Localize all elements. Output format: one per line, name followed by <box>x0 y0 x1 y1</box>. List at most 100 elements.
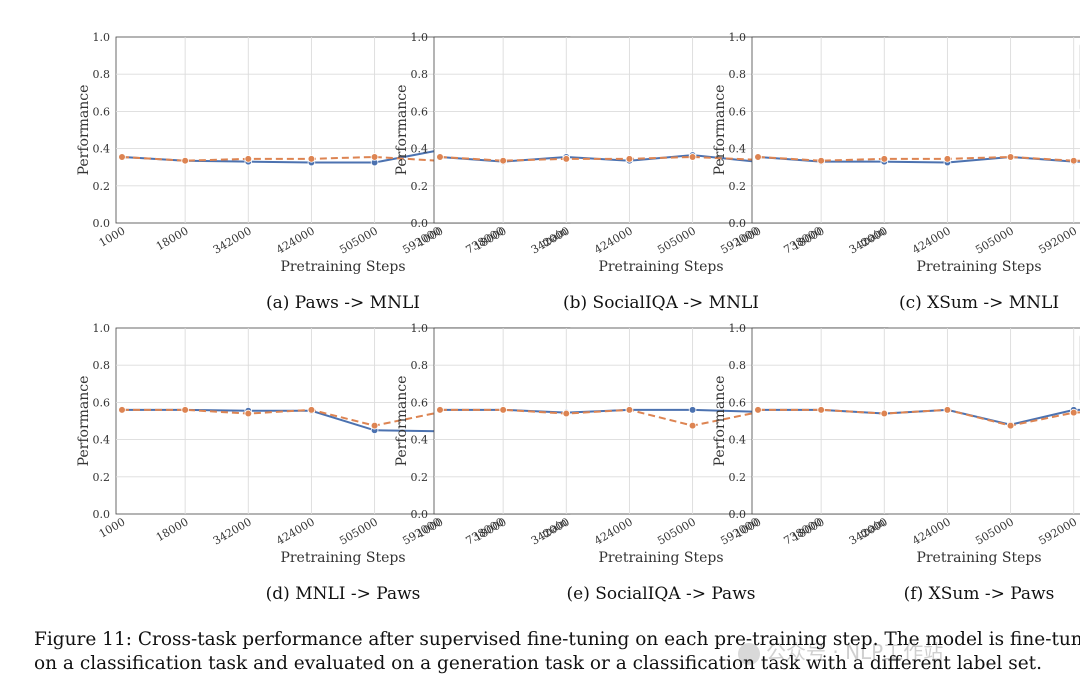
plot-area <box>751 36 1080 224</box>
y-tick-label: 0.4 <box>411 434 429 447</box>
x-tick-label: 18000 <box>790 515 827 544</box>
data-point <box>499 156 507 165</box>
x-tick-label: 342000 <box>211 224 254 256</box>
y-tick-label: 0.8 <box>729 359 747 372</box>
x-tick-label: 342000 <box>529 224 572 256</box>
y-tick-label: 0.0 <box>411 508 429 521</box>
y-tick-label: 0.6 <box>411 105 429 118</box>
y-tick-label: 0.2 <box>729 180 747 193</box>
data-point <box>943 155 952 163</box>
data-point <box>943 406 952 414</box>
x-axis-label: Pretraining Steps <box>598 259 723 275</box>
data-point <box>880 155 889 163</box>
y-axis-label: Performance <box>712 376 728 467</box>
x-axis-label: Pretraining Steps <box>280 259 405 275</box>
data-point <box>625 155 634 163</box>
y-tick-label: 0.6 <box>729 105 747 118</box>
y-tick-label: 1.0 <box>411 322 429 335</box>
y-tick-label: 0.2 <box>729 471 747 484</box>
data-point <box>562 155 571 163</box>
y-tick-label: 0.0 <box>93 508 111 521</box>
y-tick-label: 0.4 <box>411 143 429 156</box>
x-tick-label: 592000 <box>1036 515 1079 547</box>
y-tick-label: 0.6 <box>93 396 111 409</box>
y-tick-label: 0.8 <box>729 68 747 81</box>
data-point <box>499 406 507 414</box>
subplot-caption: (f) XSum -> Paws <box>904 584 1055 604</box>
subplot-caption: (c) XSum -> MNLI <box>899 293 1059 313</box>
y-tick-label: 0.6 <box>93 105 111 118</box>
x-tick-label: 505000 <box>337 515 380 547</box>
x-tick-label: 424000 <box>592 224 635 256</box>
x-tick-label: 505000 <box>973 515 1016 547</box>
x-tick-label: 424000 <box>910 224 953 256</box>
y-tick-label: 0.8 <box>411 68 429 81</box>
data-point <box>562 409 571 418</box>
watermark: 公众号 · NLP工作站 <box>738 636 1058 665</box>
x-tick-label: 424000 <box>274 515 317 547</box>
x-tick-label: 505000 <box>973 224 1016 256</box>
y-tick-label: 0.4 <box>729 434 747 447</box>
y-axis-label: Performance <box>394 376 410 467</box>
x-tick-label: 505000 <box>655 515 698 547</box>
subplot-caption: (e) SocialIQA -> Paws <box>567 584 756 604</box>
y-tick-label: 1.0 <box>411 31 429 44</box>
wechat-icon <box>738 642 760 665</box>
y-tick-label: 0.2 <box>411 471 429 484</box>
y-tick-label: 0.2 <box>93 471 111 484</box>
y-tick-label: 0.4 <box>93 434 111 447</box>
x-tick-label: 18000 <box>472 224 509 253</box>
y-tick-label: 0.0 <box>93 217 111 230</box>
data-point <box>688 421 697 430</box>
x-axis-label: Pretraining Steps <box>598 550 723 566</box>
y-tick-label: 0.0 <box>729 508 747 521</box>
data-point <box>244 155 253 163</box>
x-tick-label: 424000 <box>910 515 953 547</box>
data-point <box>118 153 126 161</box>
data-point <box>625 406 634 414</box>
x-tick-label: 424000 <box>274 224 317 256</box>
y-tick-label: 0.8 <box>93 68 111 81</box>
data-point <box>181 156 189 165</box>
caption-line-2: on a classification task and evaluated o… <box>34 653 1042 674</box>
y-axis-label: Performance <box>712 85 728 176</box>
y-tick-label: 0.4 <box>729 143 747 156</box>
data-point <box>1006 421 1015 430</box>
x-tick-label: 18000 <box>154 224 191 253</box>
series-line-base <box>122 408 564 427</box>
y-tick-label: 0.8 <box>93 359 111 372</box>
data-point <box>118 406 126 414</box>
y-tick-label: 0.2 <box>93 180 111 193</box>
x-tick-label: 342000 <box>529 515 572 547</box>
data-point <box>181 406 189 414</box>
data-point <box>307 155 316 163</box>
figure-caption: Figure 11: Cross-task performance after … <box>34 628 1080 676</box>
x-axis-label: Pretraining Steps <box>916 259 1041 275</box>
subplot-caption: (b) SocialIQA -> MNLI <box>563 293 759 313</box>
x-tick-label: 505000 <box>337 224 380 256</box>
x-axis-label: Pretraining Steps <box>280 550 405 566</box>
data-point <box>817 156 825 165</box>
y-tick-label: 1.0 <box>93 322 111 335</box>
x-tick-label: 592000 <box>1036 224 1079 256</box>
y-tick-label: 1.0 <box>93 31 111 44</box>
y-tick-label: 0.0 <box>411 217 429 230</box>
x-tick-label: 342000 <box>211 515 254 547</box>
x-tick-label: 18000 <box>472 515 509 544</box>
data-point <box>370 153 379 161</box>
subplot-caption: (a) Paws -> MNLI <box>266 293 420 313</box>
y-tick-label: 1.0 <box>729 322 747 335</box>
x-tick-label: 424000 <box>592 515 635 547</box>
y-tick-label: 1.0 <box>729 31 747 44</box>
data-point <box>817 406 825 414</box>
data-point <box>1069 408 1078 417</box>
data-point <box>436 153 444 161</box>
data-point <box>1069 156 1078 165</box>
y-axis-label: Performance <box>76 376 92 467</box>
caption-line-1: Figure 11: Cross-task performance after … <box>34 629 1080 650</box>
y-tick-label: 0.0 <box>729 217 747 230</box>
data-point <box>754 406 762 414</box>
data-point <box>244 409 253 418</box>
